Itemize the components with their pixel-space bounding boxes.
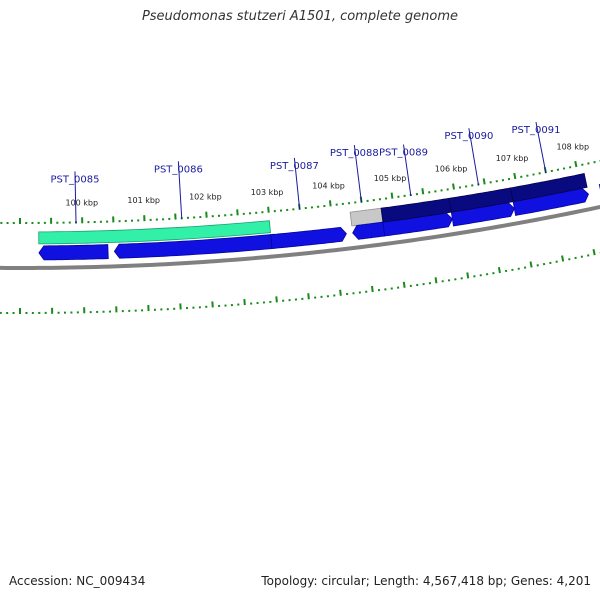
- map-title: Pseudomonas stutzeri A1501, complete gen…: [141, 9, 459, 24]
- outer-tick: [434, 277, 438, 284]
- gene-leader-line: [535, 121, 547, 174]
- genome-backbone: [0, 204, 600, 271]
- genome-summary: Topology: circular; Length: 4,567,418 bp…: [261, 574, 591, 588]
- outer-tick: [275, 296, 278, 303]
- outer-tick: [371, 285, 374, 293]
- gene-leader-line: [402, 144, 412, 197]
- outer-tick: [307, 293, 310, 300]
- inner-tick: [452, 183, 455, 190]
- outer-tick-track: [0, 249, 600, 314]
- outer-tick: [497, 266, 501, 274]
- outer-tick: [561, 255, 565, 262]
- gene-label-track[interactable]: PST_0085 PST_0086 PST_0087 PST_0088 PST_0089…: [51, 97, 600, 224]
- gene-label[interactable]: PST_0089: [379, 148, 428, 159]
- gene-label[interactable]: PST_0087: [270, 161, 319, 172]
- gene-leader-line: [353, 145, 363, 203]
- inner-tick: [574, 160, 578, 168]
- kbp-tick-label: 102 kbp: [189, 193, 222, 202]
- kbp-tick-label: 108 kbp: [556, 142, 589, 151]
- gene-label[interactable]: PST_0086: [154, 164, 203, 175]
- gene-leader-line: [468, 128, 480, 186]
- gene-track[interactable]: [38, 149, 600, 261]
- inner-tick: [482, 178, 486, 185]
- gene-label[interactable]: PST_0091: [512, 125, 561, 136]
- gene-label[interactable]: PST_0085: [51, 174, 100, 185]
- outer-tick: [466, 272, 470, 279]
- outer-tick: [529, 261, 533, 268]
- inner-tick: [267, 206, 270, 213]
- outer-tick: [402, 281, 406, 288]
- gene-feature[interactable]: [510, 173, 588, 203]
- kbp-tick-label: 104 kbp: [312, 182, 345, 191]
- backbone-line: [0, 204, 600, 271]
- gene-leader-line: [293, 157, 301, 210]
- ruler-labels: 100 kbp 101 kbp 102 kbp 103 kbp 104 kbp 105 k…: [65, 142, 589, 207]
- kbp-tick-label: 100 kbp: [65, 198, 98, 207]
- inner-tick: [328, 200, 332, 207]
- kbp-tick-label: 101 kbp: [127, 196, 160, 205]
- kbp-tick-label: 103 kbp: [251, 188, 284, 197]
- gene-feature[interactable]: [38, 244, 109, 261]
- gene-label[interactable]: PST_0088: [330, 148, 379, 159]
- accession-label: Accession: NC_009434: [9, 574, 146, 588]
- inner-tick: [390, 192, 394, 199]
- inner-tick: [421, 188, 425, 195]
- inner-tick: [513, 172, 517, 180]
- gene-leader-line: [177, 161, 183, 220]
- gene-feature[interactable]: [38, 220, 271, 245]
- gene-label[interactable]: PST_0090: [444, 131, 493, 142]
- outer-tick: [339, 289, 342, 296]
- gene-feature[interactable]: [270, 226, 347, 250]
- kbp-tick-label: 106 kbp: [435, 165, 468, 174]
- kbp-tick-label: 107 kbp: [496, 154, 529, 163]
- kbp-tick-label: 105 kbp: [374, 174, 407, 183]
- outer-tick: [592, 249, 596, 256]
- gene-leader-line: [74, 171, 77, 224]
